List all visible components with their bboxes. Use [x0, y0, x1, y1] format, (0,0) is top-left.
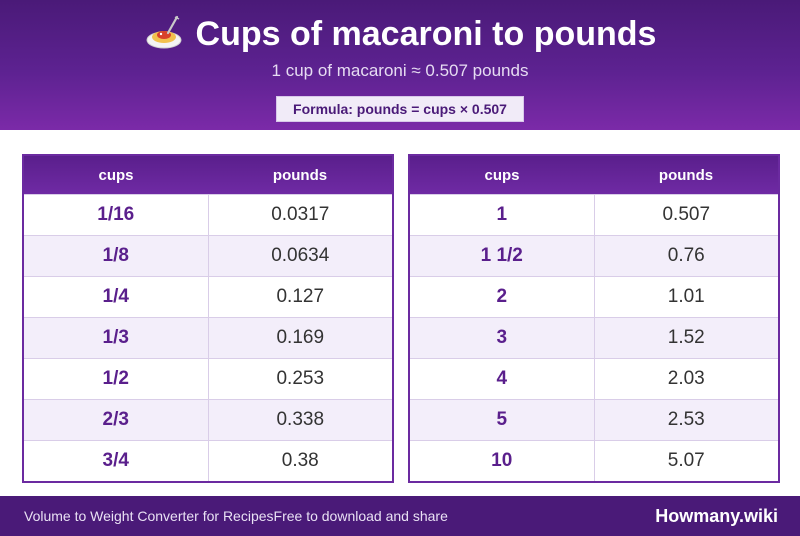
pounds-cell: 0.253	[276, 368, 325, 389]
column-header-pounds: pounds	[658, 166, 714, 184]
pounds-cell: 2.53	[667, 409, 705, 430]
page-title: Cups of macaroni to pounds	[195, 15, 657, 53]
table-row: 1/4 0.127	[24, 276, 392, 317]
table-row: 4 2.03	[410, 358, 778, 399]
page-title-row: Cups of macaroni to pounds	[0, 13, 800, 56]
table-header: cups pounds	[24, 156, 392, 194]
pounds-cell: 0.38	[281, 450, 319, 471]
table-row: 1 0.507	[410, 194, 778, 235]
footer-bar: Volume to Weight Converter for RecipesFr…	[0, 496, 800, 536]
formula-badge: Formula: pounds = cups × 0.507	[276, 96, 524, 122]
table-row: 5 2.53	[410, 399, 778, 440]
cups-cell: 1/8	[24, 236, 209, 276]
cups-cell: 1/16	[24, 195, 209, 235]
cups-cell: 3	[410, 318, 595, 358]
cups-cell: 2/3	[24, 400, 209, 440]
column-header-pounds: pounds	[272, 166, 328, 184]
brand-logo-text[interactable]: Howmany.wiki	[655, 506, 778, 526]
header-banner: Cups of macaroni to pounds 1 cup of maca…	[0, 0, 800, 130]
table-row: 1/3 0.169	[24, 317, 392, 358]
pounds-cell: 0.507	[662, 204, 711, 225]
pounds-cell: 5.07	[667, 450, 705, 471]
pounds-cell: 1.01	[667, 286, 705, 307]
cups-cell: 2	[410, 277, 595, 317]
column-header-cups: cups	[98, 166, 134, 184]
table-row: 3 1.52	[410, 317, 778, 358]
table-row: 2/3 0.338	[24, 399, 392, 440]
cups-cell: 4	[410, 359, 595, 399]
pounds-cell: 0.127	[276, 286, 325, 307]
conversion-table-left: cups pounds 1/16 0.0317 1/8 0.0634 1/4 0.127 1…	[22, 154, 394, 483]
pounds-cell: 1.52	[667, 327, 705, 348]
cups-cell: 1/4	[24, 277, 209, 317]
spaghetti-icon	[144, 13, 184, 53]
cups-cell: 1	[410, 195, 595, 235]
pounds-cell: 0.169	[276, 327, 325, 348]
pounds-cell: 0.76	[667, 245, 705, 266]
table-row: 10 5.07	[410, 440, 778, 481]
pounds-cell: 0.338	[276, 409, 325, 430]
subtitle: 1 cup of macaroni ≈ 0.507 pounds	[271, 61, 529, 80]
cups-cell: 5	[410, 400, 595, 440]
pounds-cell: 0.0634	[271, 245, 330, 266]
table-row: 1 1/2 0.76	[410, 235, 778, 276]
column-header-cups: cups	[484, 166, 520, 184]
table-row: 1/2 0.253	[24, 358, 392, 399]
cups-cell: 3/4	[24, 441, 209, 481]
table-row: 2 1.01	[410, 276, 778, 317]
cups-cell: 10	[410, 441, 595, 481]
pounds-cell: 0.0317	[271, 204, 330, 225]
cups-cell: 1/3	[24, 318, 209, 358]
conversion-table-right: cups pounds 1 0.507 1 1/2 0.76 2 1.01 3 1.52 4 2.…	[408, 154, 780, 483]
cups-cell: 1/2	[24, 359, 209, 399]
table-header: cups pounds	[410, 156, 778, 194]
footer-text: Volume to Weight Converter for RecipesFr…	[24, 508, 448, 524]
table-row: 1/16 0.0317	[24, 194, 392, 235]
pounds-cell: 2.03	[667, 368, 705, 389]
table-row: 3/4 0.38	[24, 440, 392, 481]
cups-cell: 1 1/2	[410, 236, 595, 276]
table-row: 1/8 0.0634	[24, 235, 392, 276]
